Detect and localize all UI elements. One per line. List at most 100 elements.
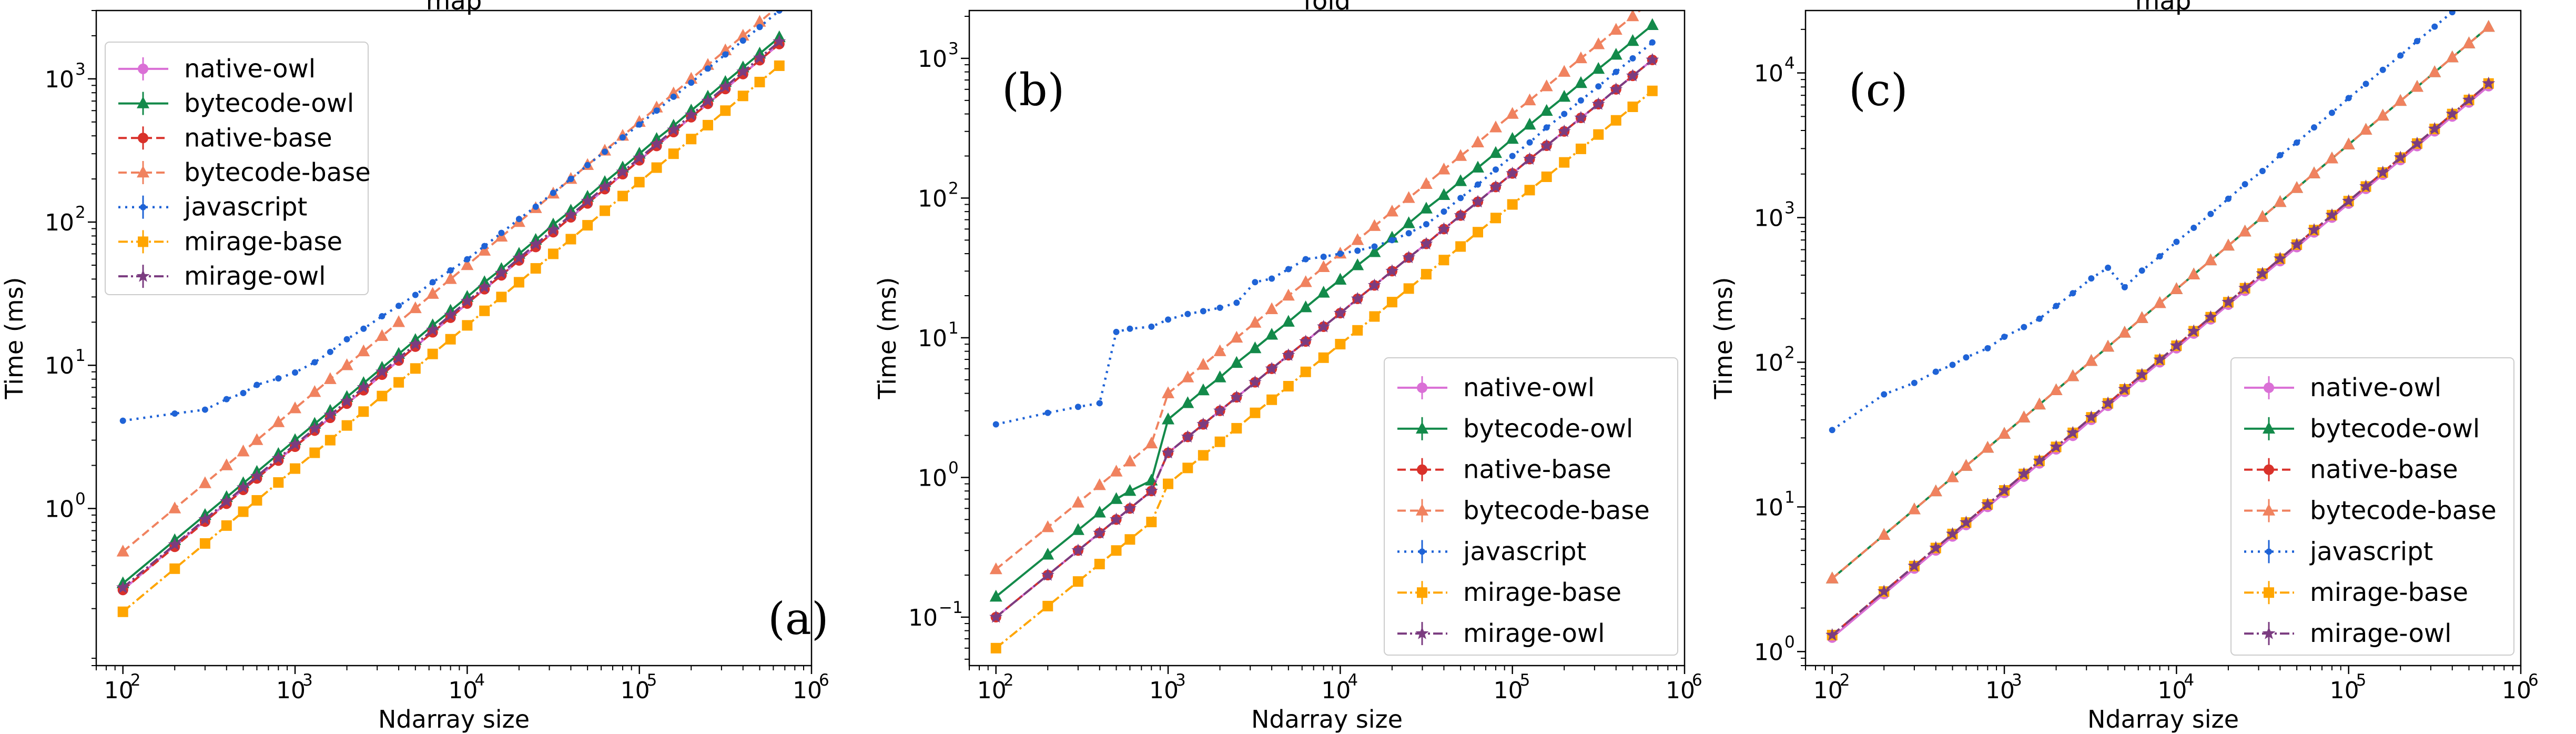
data-point: [2242, 181, 2248, 188]
legend-label: native-owl: [1463, 373, 1595, 403]
x-tick-exponent: 6: [2528, 671, 2539, 690]
legend-label: native-owl: [184, 54, 316, 84]
legend-marker: [1419, 548, 1425, 555]
panel-label: (a): [768, 593, 829, 645]
legend-marker: [136, 269, 150, 282]
data-point: [2207, 210, 2214, 217]
legend-label: bytecode-base: [2310, 496, 2497, 526]
legend-marker: [1416, 504, 1428, 516]
data-point: [119, 417, 126, 424]
series-bytecode-base: [1825, 19, 2495, 584]
data-point: [1385, 204, 1398, 217]
data-point: [722, 51, 729, 58]
y-tick-exponent: 4: [1784, 54, 1795, 73]
data-point: [1299, 300, 1312, 313]
data-point: [1144, 484, 1158, 497]
data-point: [376, 329, 389, 341]
data-point: [117, 606, 128, 617]
x-tick-exponent: 3: [2012, 671, 2022, 690]
data-point: [1146, 517, 1157, 528]
chart-title: fold: [1303, 0, 1351, 16]
legend-item-bytecode-owl: bytecode-owl: [1397, 414, 1633, 444]
data-point: [1998, 427, 2011, 439]
data-point: [1825, 628, 1839, 641]
data-point: [1093, 526, 1107, 539]
data-point: [688, 79, 695, 86]
data-point: [199, 538, 210, 549]
data-point: [1959, 515, 1973, 528]
x-tick-label: 10: [621, 677, 650, 704]
y-tick-label: 10: [45, 66, 74, 93]
data-point: [1540, 104, 1553, 116]
data-point: [1318, 352, 1329, 363]
data-point: [1385, 264, 1399, 277]
data-point: [251, 495, 262, 506]
data-point: [393, 377, 404, 388]
data-point: [1929, 541, 1943, 554]
data-point: [1595, 83, 1602, 90]
data-point: [1042, 600, 1053, 611]
data-point: [619, 134, 626, 141]
data-point: [1506, 132, 1519, 144]
data-point: [250, 469, 263, 482]
data-point: [2294, 139, 2300, 146]
data-point: [379, 313, 386, 320]
data-point: [1960, 459, 1973, 471]
data-point: [1072, 576, 1083, 587]
data-point: [2204, 310, 2217, 323]
data-point: [2379, 66, 2386, 73]
data-point: [773, 34, 786, 47]
x-tick-exponent: 3: [302, 671, 313, 690]
data-point: [2169, 338, 2183, 351]
data-point: [1490, 213, 1501, 224]
data-point: [737, 91, 748, 102]
data-point: [460, 294, 474, 307]
data-point: [426, 287, 439, 299]
data-point: [1474, 181, 1481, 188]
data-point: [498, 229, 505, 236]
legend-box: [1384, 357, 1678, 656]
data-point: [1626, 68, 1639, 82]
data-point: [494, 266, 508, 279]
data-point: [1609, 23, 1622, 35]
data-point: [323, 372, 337, 384]
data-point: [2328, 109, 2335, 116]
data-point: [1471, 135, 1484, 148]
data-point: [616, 165, 630, 178]
series-bytecode-base: [116, 0, 786, 557]
data-point: [444, 308, 458, 321]
legend-marker: [2264, 587, 2274, 598]
data-point: [1609, 47, 1622, 60]
data-point: [773, 0, 786, 11]
y-tick-exponent: 1: [75, 346, 86, 365]
data-point: [2135, 368, 2149, 380]
data-point: [2446, 50, 2459, 63]
data-point: [2410, 136, 2424, 149]
data-point: [601, 148, 608, 155]
data-point: [2342, 137, 2355, 149]
data-point: [1302, 256, 1309, 263]
data-point: [2204, 253, 2217, 266]
data-point: [1320, 253, 1327, 260]
data-point: [240, 390, 247, 397]
data-point: [444, 272, 457, 284]
data-point: [546, 223, 560, 236]
data-point: [1317, 260, 1330, 273]
data-point: [1249, 316, 1262, 328]
data-point: [2410, 80, 2423, 92]
x-tick-label: 10: [1494, 677, 1523, 704]
data-point: [1593, 129, 1604, 140]
data-point: [1419, 237, 1433, 250]
data-point: [1123, 501, 1137, 514]
data-point: [2118, 326, 2131, 338]
legend: native-owl bytecode-owl native-base bytecod…: [1384, 357, 1678, 656]
data-point: [357, 344, 370, 357]
data-point: [427, 348, 438, 359]
legend-item-native-base: native-base: [1397, 455, 1611, 485]
data-point: [237, 444, 250, 457]
data-point: [1196, 417, 1210, 430]
data-point: [1044, 409, 1051, 416]
data-point: [1402, 216, 1415, 228]
legend-marker: [138, 236, 148, 247]
data-point: [496, 291, 507, 303]
